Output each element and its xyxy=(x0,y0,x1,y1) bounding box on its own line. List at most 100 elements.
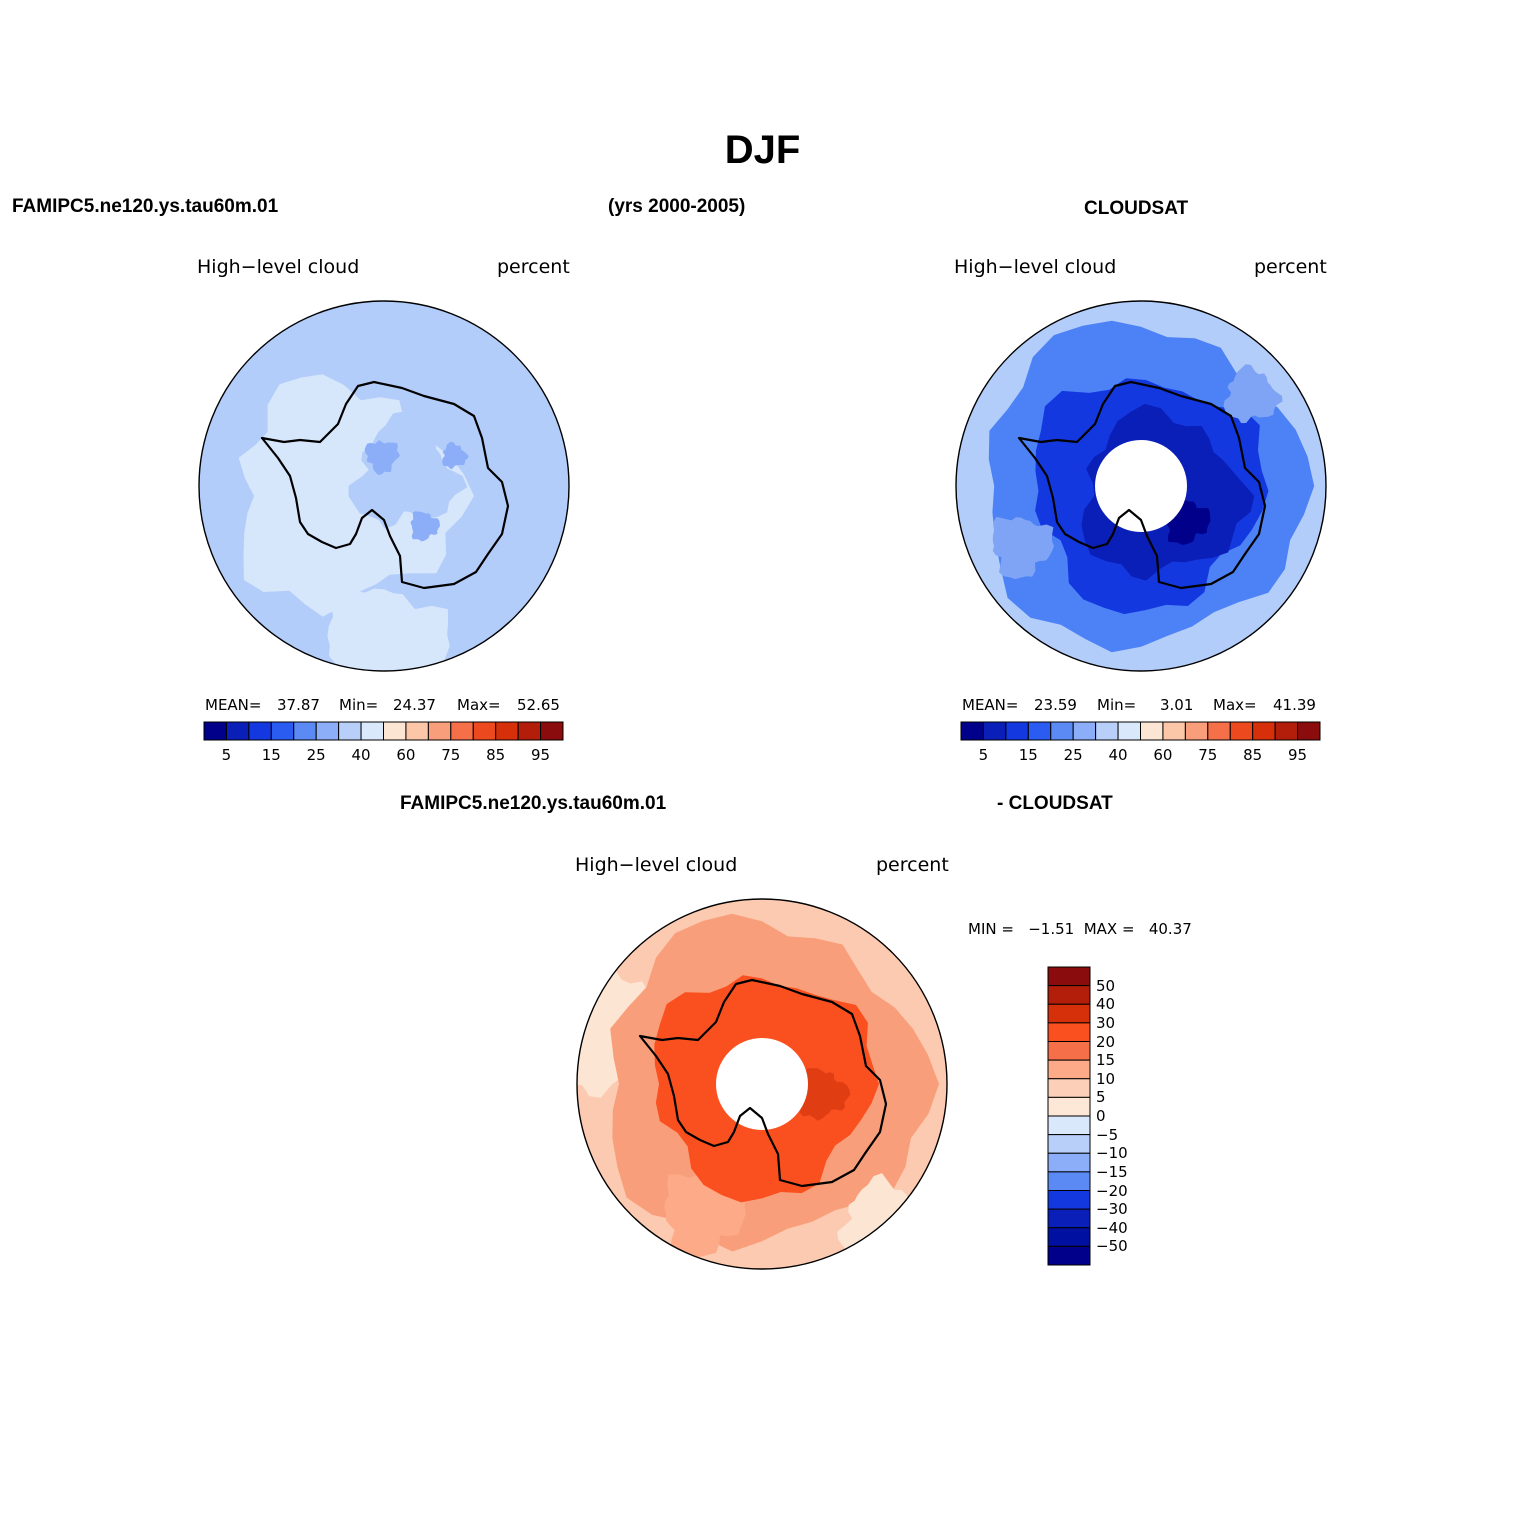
map-border xyxy=(198,300,570,672)
obs-units-label: percent xyxy=(1254,256,1327,278)
colorbar-swatch xyxy=(517,721,542,741)
obs-variable-label: High−level cloud xyxy=(954,256,1117,278)
colorbar-tick-label: 40 xyxy=(1096,995,1116,1014)
diff-stats: MIN = −1.51 MAX = 40.37 xyxy=(968,920,1192,938)
model-name-header: FAMIPC5.ne120.ys.tau60m.01 xyxy=(12,196,279,217)
colorbar-tick-label: 50 xyxy=(1096,976,1116,995)
colorbar-swatch xyxy=(360,721,384,741)
model-min-label: Min= xyxy=(339,696,379,714)
missing-data-hole xyxy=(716,1038,808,1130)
colorbar-tick-label: 10 xyxy=(1096,1069,1116,1088)
colorbar-swatch xyxy=(960,721,984,741)
colorbar-swatch xyxy=(1297,721,1321,741)
colorbar-tick-label: 25 xyxy=(1063,746,1083,764)
colorbar-swatch xyxy=(1207,721,1231,741)
colorbar-swatch xyxy=(1072,721,1097,741)
colorbar-swatch xyxy=(338,721,362,741)
colorbar-swatch xyxy=(1047,1003,1091,1024)
colorbar-tick-label: −40 xyxy=(1096,1218,1128,1237)
colorbar-tick-label: −15 xyxy=(1096,1162,1128,1181)
colorbar-tick-label: 95 xyxy=(1288,746,1308,764)
model-units-label: percent xyxy=(497,256,570,278)
colorbar-tick-label: 5 xyxy=(1096,1088,1106,1107)
obs-name-header: CLOUDSAT xyxy=(1084,198,1189,219)
colorbar-tick-label: 5 xyxy=(221,746,232,764)
antarctica-coastline xyxy=(638,978,888,1188)
contour-region xyxy=(348,411,468,529)
map-border xyxy=(955,300,1327,672)
colorbar-swatch xyxy=(1005,721,1029,741)
colorbar-tick-label: 15 xyxy=(261,746,281,764)
colorbar-swatch xyxy=(1229,721,1254,741)
colorbar-tick-label: −20 xyxy=(1096,1181,1128,1200)
colorbar-tick-label: 95 xyxy=(531,746,551,764)
obs-mean-value: 23.59 xyxy=(1034,696,1077,714)
obs-max-label: Max= xyxy=(1213,696,1257,714)
colorbar-tick-label: 75 xyxy=(1198,746,1218,764)
colorbar-swatch xyxy=(472,721,497,741)
colorbar-swatch xyxy=(1047,1208,1091,1229)
colorbar-swatch xyxy=(203,721,227,741)
colorbar-swatch xyxy=(495,721,519,741)
colorbar-tick-label: −5 xyxy=(1096,1125,1119,1144)
diff-polar-map xyxy=(577,899,947,1269)
colorbar-tick-label: 30 xyxy=(1096,1013,1116,1032)
obs-min-label: Min= xyxy=(1097,696,1137,714)
colorbar-tick-label: 40 xyxy=(1108,746,1128,764)
map-border xyxy=(576,898,948,1270)
colorbar-swatch xyxy=(427,721,452,741)
colorbar-swatch xyxy=(1047,1078,1091,1098)
colorbar-swatch xyxy=(1047,1171,1091,1191)
colorbar-tick-label: 60 xyxy=(396,746,416,764)
colorbar-tick-label: 85 xyxy=(486,746,506,764)
main-title: DJF xyxy=(724,128,801,172)
diff-units-label: percent xyxy=(876,854,949,876)
colorbar-tick-label: 75 xyxy=(441,746,461,764)
diff-variable-label: High−level cloud xyxy=(575,854,738,876)
missing-data-hole xyxy=(1095,440,1187,532)
obs-min-value: 3.01 xyxy=(1160,696,1194,714)
colorbar-tick-label: 85 xyxy=(1243,746,1263,764)
contour-region xyxy=(327,586,450,671)
colorbar-swatch xyxy=(383,721,407,741)
years-header: (yrs 2000-2005) xyxy=(608,196,746,217)
colorbar-tick-label: 0 xyxy=(1096,1107,1106,1125)
colorbar-swatch xyxy=(1047,1096,1091,1117)
colorbar-tick-label: 60 xyxy=(1153,746,1173,764)
colorbar-swatch xyxy=(270,721,295,741)
obs-max-value: 41.39 xyxy=(1273,696,1316,714)
colorbar-swatch xyxy=(1184,721,1209,741)
colorbar-tick-label: 25 xyxy=(306,746,326,764)
colorbar-tick-label: −30 xyxy=(1096,1200,1128,1219)
contour-region xyxy=(992,516,1054,580)
colorbar-tick-label: 5 xyxy=(978,746,989,764)
colorbars xyxy=(203,721,1321,1266)
colorbar-swatch xyxy=(982,721,1007,741)
antarctica-coastlines xyxy=(260,380,1267,1188)
colorbar-swatch xyxy=(1047,985,1091,1005)
colorbar-swatch xyxy=(1095,721,1119,741)
colorbar-swatch xyxy=(225,721,250,741)
colorbar-swatch xyxy=(248,721,272,741)
obs-polar-map xyxy=(956,301,1326,671)
colorbar-swatch xyxy=(405,721,429,741)
colorbar-swatch xyxy=(450,721,474,741)
model-mean-value: 37.87 xyxy=(277,696,320,714)
model-max-label: Max= xyxy=(457,696,501,714)
map-borders xyxy=(198,300,1327,1270)
colorbar-tick-label: −50 xyxy=(1096,1237,1128,1256)
colorbar-tick-label: 15 xyxy=(1096,1051,1116,1070)
colorbar-swatch xyxy=(1162,721,1186,741)
colorbar-swatch xyxy=(1047,966,1091,987)
model-polar-map xyxy=(199,301,569,671)
colorbar-swatch xyxy=(1047,1115,1091,1136)
colorbar-swatch xyxy=(1047,1059,1091,1080)
colorbar-swatch xyxy=(1047,1041,1091,1061)
colorbar-swatch xyxy=(1117,721,1141,741)
contour-region xyxy=(799,1068,851,1121)
obs-mean-label: MEAN= xyxy=(962,696,1019,714)
colorbar-swatch xyxy=(1047,1190,1091,1210)
antarctica-coastline xyxy=(260,380,510,590)
colorbar-swatch xyxy=(1027,721,1052,741)
